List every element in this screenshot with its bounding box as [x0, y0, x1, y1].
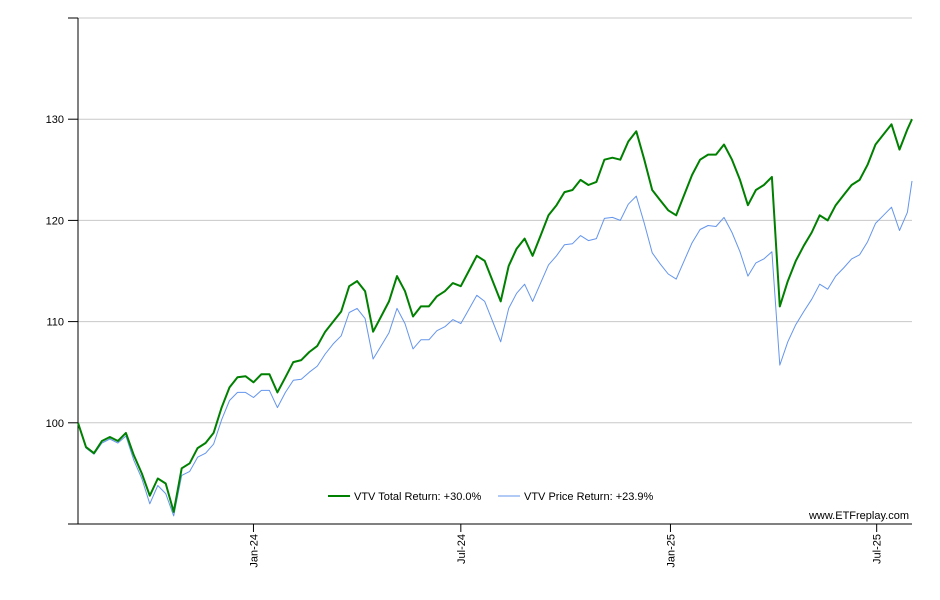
- x-tick-label-Jul-24: Jul-24: [456, 534, 468, 564]
- x-tick-label-Jan-25: Jan-25: [665, 534, 677, 568]
- y-tick-label-110: 110: [46, 317, 64, 329]
- series-lines: [77, 118, 913, 517]
- gridlines: [78, 17, 912, 424]
- y-tick-label-100: 100: [46, 418, 64, 430]
- x-tick-label-Jul-25: Jul-25: [872, 534, 884, 564]
- legend: VTV Total Return: +30.0% VTV Price Return…: [328, 491, 654, 503]
- legend-label-2: VTV Price Return: +23.9%: [524, 491, 654, 503]
- axes: [68, 17, 912, 525]
- x-axis-ticks: Jan-24 Jul-24 Jan-25 Jul-25: [248, 524, 884, 568]
- y-tick-label-130: 130: [46, 114, 64, 126]
- watermark-text: www.ETFreplay.com: [808, 510, 909, 522]
- x-tick-label-Jan-24: Jan-24: [248, 534, 260, 568]
- y-tick-label-120: 120: [46, 215, 64, 227]
- series-line-1: [77, 118, 913, 513]
- series-line-2: [77, 180, 913, 517]
- legend-label-1: VTV Total Return: +30.0%: [354, 491, 482, 503]
- y-axis-ticks: 100 110 120 130: [46, 114, 78, 430]
